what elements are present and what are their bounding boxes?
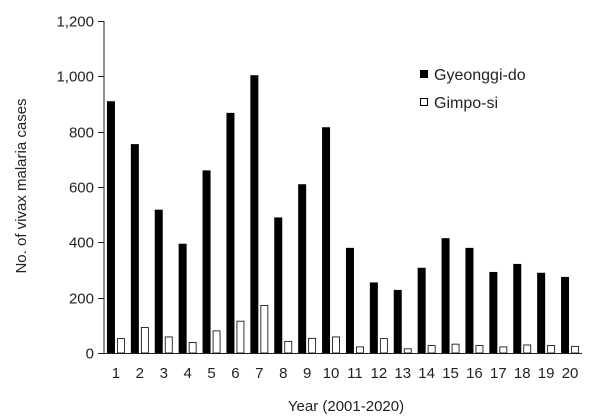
legend-swatch-gyeonggi-do xyxy=(420,70,428,78)
x-axis: 1 2 3 4 5 6 7 8 9 10 11 12 13 14 15 16 17 18 19 20 xyxy=(104,353,582,382)
x-tick-label: 3 xyxy=(160,365,168,382)
bar-gyeonggi-do xyxy=(298,184,307,353)
bar-gimpo-si xyxy=(332,336,340,354)
bar-gyeonggi-do xyxy=(226,112,235,353)
bar-gyeonggi-do xyxy=(322,127,331,354)
x-tick-label: 1 xyxy=(112,365,120,382)
bar-gimpo-si xyxy=(379,338,388,354)
bar-gimpo-si xyxy=(117,338,125,354)
bar-gimpo-si xyxy=(571,345,579,354)
y-tick-label: 1,200 xyxy=(56,14,94,31)
bar-gyeonggi-do xyxy=(154,209,163,353)
bar-gimpo-si xyxy=(164,336,173,354)
bar-gimpo-si xyxy=(140,327,149,354)
bar-gyeonggi-do xyxy=(274,217,283,353)
bar-gimpo-si xyxy=(523,344,532,354)
x-axis-title: Year (2001-2020) xyxy=(288,398,404,415)
y-tick-label: 200 xyxy=(69,291,94,308)
y-tick-label: 600 xyxy=(69,180,94,197)
bar-gimpo-si xyxy=(475,345,484,354)
y-axis: 0 200 400 600 800 1,000 1,200 xyxy=(56,14,105,363)
bars xyxy=(106,75,579,354)
x-tick-label: 13 xyxy=(394,365,411,382)
x-tick-label: 7 xyxy=(255,365,263,382)
y-tick-label: 800 xyxy=(69,125,94,142)
bar-gimpo-si xyxy=(284,340,293,354)
bar-gimpo-si xyxy=(308,337,317,354)
x-tick-label: 17 xyxy=(490,365,507,382)
bar-gyeonggi-do xyxy=(417,267,426,353)
bar-gimpo-si xyxy=(403,348,412,354)
x-tick-label: 4 xyxy=(183,365,191,382)
x-tick-label: 15 xyxy=(442,365,459,382)
legend-swatch-gimpo-si xyxy=(420,98,428,106)
x-tick-label: 8 xyxy=(279,365,287,382)
bar-gimpo-si xyxy=(499,346,508,354)
bar-gimpo-si xyxy=(547,345,556,354)
bar-gyeonggi-do xyxy=(537,272,546,353)
y-axis-title: No. of vivax malaria cases xyxy=(13,98,30,273)
bar-gimpo-si xyxy=(356,346,364,354)
bar-gyeonggi-do xyxy=(106,101,115,353)
bar-gyeonggi-do xyxy=(489,271,498,353)
bar-gyeonggi-do xyxy=(561,276,570,353)
bar-gimpo-si xyxy=(260,305,269,354)
x-tick-label: 12 xyxy=(371,365,388,382)
y-tick-label: 1,000 xyxy=(56,69,94,86)
bar-gyeonggi-do xyxy=(369,282,378,353)
y-tick-label: 0 xyxy=(86,346,94,363)
bar-gyeonggi-do xyxy=(130,144,139,353)
legend: Gyeonggi-do Gimpo-si xyxy=(420,67,526,112)
x-tick-label: 5 xyxy=(207,365,215,382)
bar-gyeonggi-do xyxy=(178,243,187,353)
bar-gyeonggi-do xyxy=(393,289,402,353)
y-tick-label: 400 xyxy=(69,235,94,252)
bar-gimpo-si xyxy=(236,320,245,354)
x-tick-label: 18 xyxy=(514,365,531,382)
x-tick-label: 20 xyxy=(562,365,579,382)
x-tick-label: 2 xyxy=(136,365,144,382)
x-tick-label: 9 xyxy=(303,365,311,382)
x-tick-label: 11 xyxy=(347,365,363,382)
x-tick-label: 16 xyxy=(466,365,483,382)
x-tick-label: 10 xyxy=(323,365,340,382)
bar-gimpo-si xyxy=(451,343,460,354)
legend-label-gimpo-si: Gimpo-si xyxy=(434,95,498,112)
x-tick-label: 14 xyxy=(418,365,435,382)
bar-gyeonggi-do xyxy=(513,263,522,353)
bar-gyeonggi-do xyxy=(441,238,450,353)
bar-gyeonggi-do xyxy=(250,75,259,353)
bar-gyeonggi-do xyxy=(465,247,474,353)
bar-gimpo-si xyxy=(212,330,221,354)
legend-label-gyeonggi-do: Gyeonggi-do xyxy=(434,67,526,84)
bar-gimpo-si xyxy=(427,345,436,354)
x-tick-label: 19 xyxy=(538,365,555,382)
x-tick-label: 6 xyxy=(231,365,239,382)
bar-gimpo-si xyxy=(188,342,197,354)
bar-gyeonggi-do xyxy=(202,170,211,353)
bar-gyeonggi-do xyxy=(345,247,354,353)
